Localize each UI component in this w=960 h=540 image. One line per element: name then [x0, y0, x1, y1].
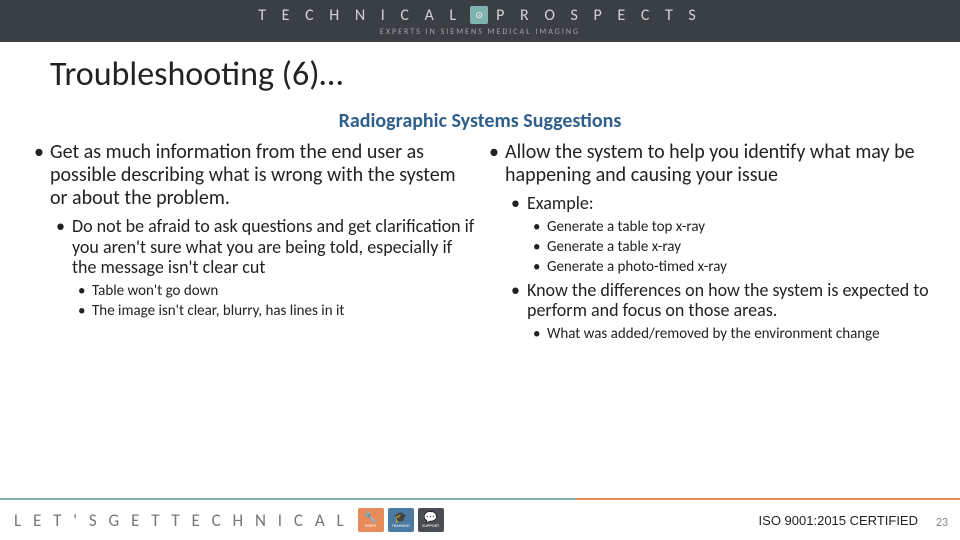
brand-main: T E C H N I C A L ⊙ P R O S P E C T S [258, 6, 702, 25]
list-item: Know the differences on how the system i… [505, 280, 930, 343]
bullet-text: Table won't go down [92, 282, 218, 300]
training-icon: 🎓TRAINING [388, 508, 414, 532]
bullet-text: Do not be afraid to ask questions and ge… [72, 215, 474, 278]
page-title: Troubleshooting (6)… [50, 54, 960, 95]
slide: T E C H N I C A L ⊙ P R O S P E C T S EX… [0, 0, 960, 540]
bullet-text: What was added/removed by the environmen… [547, 325, 880, 343]
list-item: The image isn't clear, blurry, has lines… [72, 302, 475, 320]
subtitle: Radiographic Systems Suggestions [0, 109, 960, 133]
bullet-text: The image isn't clear, blurry, has lines… [92, 302, 344, 320]
brand-subtitle: EXPERTS IN SIEMENS MEDICAL IMAGING [380, 27, 580, 37]
bullet-text: Generate a table top x-ray [547, 218, 705, 236]
list-item: Table won't go down [72, 282, 475, 300]
icon-label: SUPPORT [422, 524, 439, 529]
icon-label: TRAINING [392, 524, 410, 529]
bullet-text: Generate a table x-ray [547, 238, 681, 256]
list-item: Allow the system to help you identify wh… [485, 141, 930, 343]
chat-icon: 💬 [424, 512, 438, 523]
brand-text-right: P R O S P E C T S [496, 6, 702, 25]
support-icon: 💬SUPPORT [418, 508, 444, 532]
right-sublist: Example: Generate a table top x-ray Gene… [505, 193, 930, 343]
grad-cap-icon: 🎓 [394, 512, 408, 523]
list-item: Get as much information from the end use… [30, 141, 475, 320]
footer-left: L E T ' S G E T T E C H N I C A L 🔧PARTS… [14, 508, 444, 532]
footer-cert: ISO 9001:2015 CERTIFIED [759, 513, 918, 528]
header-bar: T E C H N I C A L ⊙ P R O S P E C T S EX… [0, 0, 960, 42]
list-item: Do not be afraid to ask questions and ge… [50, 216, 475, 320]
page-number: 23 [936, 516, 948, 530]
left-list: Get as much information from the end use… [30, 141, 475, 320]
list-item: Generate a table x-ray [527, 238, 930, 256]
brand: T E C H N I C A L ⊙ P R O S P E C T S EX… [258, 6, 702, 37]
bullet-text: Know the differences on how the system i… [527, 279, 929, 322]
list-item: What was added/removed by the environmen… [527, 325, 930, 343]
left-column: Get as much information from the end use… [30, 141, 475, 540]
right-subsublist: Generate a table top x-ray Generate a ta… [527, 218, 930, 276]
brand-text-left: T E C H N I C A L [258, 6, 462, 25]
right-list: Allow the system to help you identify wh… [485, 141, 930, 343]
bullet-text: Generate a photo-timed x-ray [547, 258, 727, 276]
footer-icons: 🔧PARTS 🎓TRAINING 💬SUPPORT [358, 508, 444, 532]
brand-logo-icon: ⊙ [470, 6, 488, 24]
list-item: Generate a photo-timed x-ray [527, 258, 930, 276]
footer-tagline: L E T ' S G E T T E C H N I C A L [14, 510, 348, 531]
bullet-text: Get as much information from the end use… [50, 140, 456, 210]
right-subsublist-2: What was added/removed by the environmen… [527, 325, 930, 343]
bullet-text: Allow the system to help you identify wh… [505, 140, 915, 187]
parts-icon: 🔧PARTS [358, 508, 384, 532]
icon-label: PARTS [365, 524, 376, 529]
bullet-text: Example: [527, 192, 594, 214]
left-subsublist: Table won't go down The image isn't clea… [72, 282, 475, 320]
list-item: Example: Generate a table top x-ray Gene… [505, 193, 930, 276]
footer: L E T ' S G E T T E C H N I C A L 🔧PARTS… [0, 498, 960, 540]
footer-divider [0, 498, 960, 500]
brand-icon-glyph: ⊙ [475, 10, 483, 21]
subtitle-row: Radiographic Systems Suggestions [0, 101, 960, 137]
right-column: Allow the system to help you identify wh… [485, 141, 930, 540]
wrench-icon: 🔧 [364, 512, 378, 523]
title-row: Troubleshooting (6)… [0, 42, 960, 101]
left-sublist: Do not be afraid to ask questions and ge… [50, 216, 475, 320]
content-columns: Get as much information from the end use… [0, 137, 960, 540]
list-item: Generate a table top x-ray [527, 218, 930, 236]
